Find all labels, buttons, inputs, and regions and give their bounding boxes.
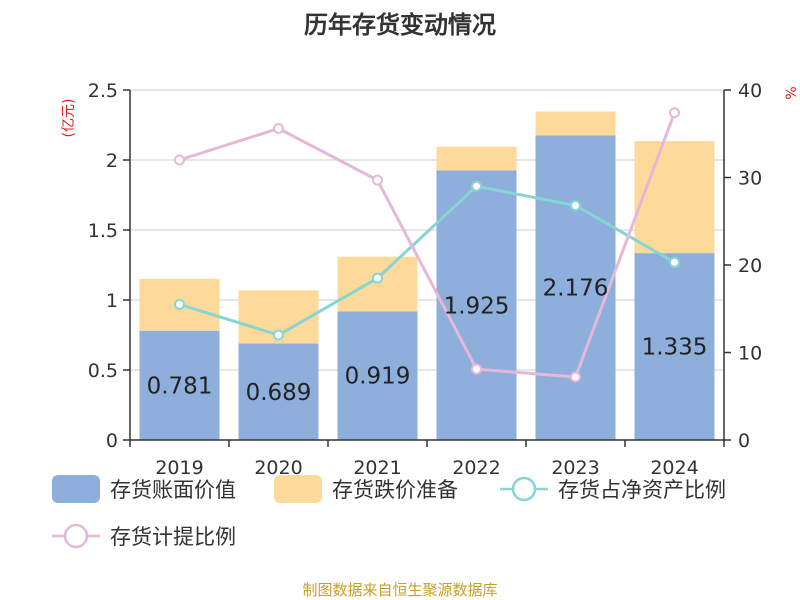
left-tick-label: 2 [106, 150, 118, 172]
right-tick-label: 20 [738, 255, 762, 277]
source-note: 制图数据来自恒生聚源数据库 [302, 581, 497, 599]
right-tick-label: 10 [738, 343, 762, 365]
bar-0-2022 [436, 170, 517, 440]
left-tick-label: 0 [106, 430, 118, 452]
legend-label: 存货跌价准备 [332, 478, 458, 502]
x-tick-label: 2023 [551, 457, 599, 479]
bar-1-2022 [436, 146, 517, 171]
line-point-3-2022 [471, 363, 482, 375]
line-point-2-2019 [174, 298, 185, 310]
line-point-3-2020 [273, 123, 284, 134]
left-tick-label: 1.5 [88, 220, 118, 242]
bar-1-2024 [634, 141, 715, 254]
bar-0-2020 [238, 343, 319, 440]
chart-title: 历年存货变动情况 [304, 11, 496, 39]
legend-label: 存货账面价值 [110, 478, 236, 502]
legend-marker-2 [511, 476, 537, 502]
left-tick-label: 0.5 [88, 360, 118, 382]
x-tick-label: 2022 [452, 457, 500, 479]
bar-value-label: 2.176 [543, 276, 609, 302]
axes: 0 0.5 1 1.5 2 2.5 0 10 20 30 40 2019 2020 2021 2022 202… [88, 80, 762, 479]
right-tick-label: 0 [738, 430, 750, 452]
bar-1-2021 [337, 256, 418, 312]
legend-swatch-0 [52, 475, 100, 503]
bar-0-2024 [634, 253, 715, 440]
line-point-2-2020 [273, 329, 284, 341]
bars [139, 111, 715, 441]
line-point-3-2023 [570, 371, 581, 383]
left-tick-label: 2.5 [88, 80, 118, 102]
lines [174, 107, 680, 383]
line-point-3-2021 [372, 174, 383, 186]
line-point-2-2024 [669, 256, 680, 268]
line-point-2-2023 [570, 200, 581, 211]
bar-value-label: 0.919 [345, 364, 411, 390]
line-point-3-2019 [174, 154, 185, 166]
gridlines [130, 89, 724, 371]
x-tick-label: 2019 [155, 457, 203, 479]
line-series-3 [179, 112, 676, 379]
x-tick-label: 2021 [353, 457, 401, 479]
bar-0-2023 [535, 135, 616, 441]
left-axis-unit: (亿元) [61, 99, 77, 138]
legend-label: 存货占净资产比例 [558, 478, 726, 502]
right-tick-label: 40 [738, 80, 762, 102]
bar-1-2023 [535, 111, 616, 136]
bar-value-label: 1.925 [444, 293, 510, 319]
bar-value-label: 0.781 [147, 373, 213, 399]
legend-swatch-1 [274, 475, 322, 503]
bar-value-label: 1.335 [642, 335, 708, 361]
line-point-2-2022 [471, 180, 482, 192]
right-tick-label: 30 [738, 168, 762, 190]
bar-value-label: 0.689 [246, 380, 312, 406]
x-tick-label: 2020 [254, 457, 302, 479]
bar-0-2019 [139, 330, 220, 440]
bar-0-2021 [337, 311, 418, 440]
legend-marker-3 [63, 523, 89, 549]
right-axis-unit: % [784, 86, 800, 99]
line-series-2 [179, 184, 676, 337]
legend-label: 存货计提比例 [110, 525, 236, 549]
bar-labels: 0.781 0.689 0.919 1.925 2.176 1.335 [147, 276, 708, 406]
x-tick-label: 2024 [650, 457, 698, 479]
line-point-3-2024 [669, 107, 680, 119]
line-point-2-2021 [372, 272, 383, 284]
left-tick-label: 1 [106, 290, 118, 312]
